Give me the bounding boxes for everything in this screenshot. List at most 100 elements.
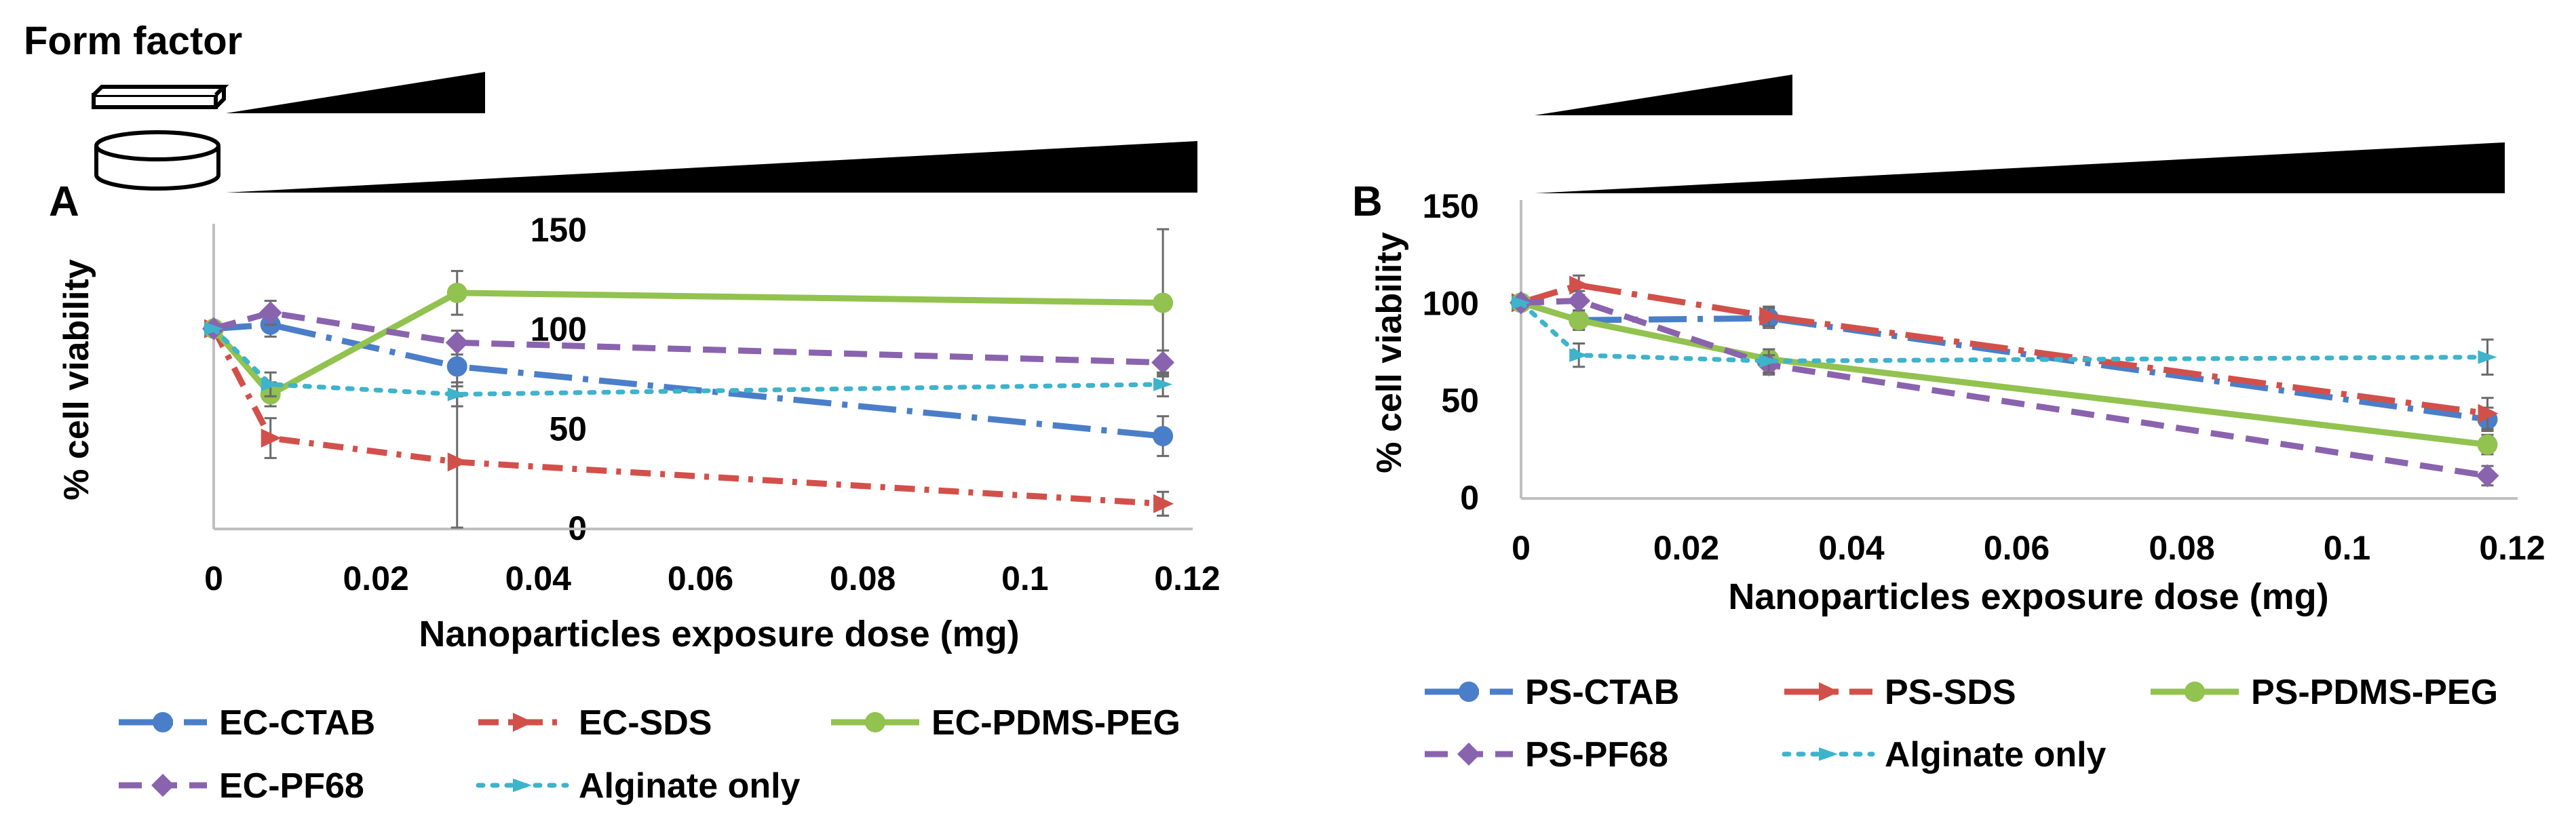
x-tick-label-b-6: 0.12 — [2479, 529, 2545, 567]
alginate-only-b-point-1 — [1569, 348, 1589, 362]
legend-label-ps-sds-b: PS-SDS — [1885, 673, 2016, 712]
ps-sds-b-line — [1520, 281, 2488, 417]
ps-pdms-peg-b-line — [1520, 300, 2488, 448]
legend-alginate-only-a-point-0 — [513, 779, 532, 792]
legend-ec-pdms-peg-a-point-0 — [865, 712, 885, 732]
x-tick-label-b-2: 0.04 — [1818, 529, 1885, 567]
x-tick-label-a-4: 0.08 — [830, 559, 896, 597]
ps-sds-b-point-3 — [2478, 404, 2499, 423]
alginate-only-a-point-0 — [204, 321, 223, 336]
legend-item-alginate-only-b: Alginate only — [1782, 735, 2107, 774]
alginate-only-a-point-3 — [1153, 377, 1173, 391]
legend-label-ec-ctab-a: EC-CTAB — [219, 703, 375, 743]
ec-ctab-a-point-3 — [1153, 426, 1174, 447]
panel-label-b: B — [1352, 178, 1383, 225]
y-tick-label-b-0: 0 — [1460, 479, 1479, 517]
legend-item-alginate-only-a: Alginate only — [476, 766, 801, 806]
legend-item-ps-sds-b: PS-SDS — [1784, 673, 2016, 712]
ec-pf68-a-point-3 — [1151, 351, 1175, 374]
x-tick-label-b-1: 0.02 — [1653, 529, 1719, 567]
x-tick-label-a-2: 0.04 — [505, 559, 572, 597]
legend-item-ec-pf68-a: EC-PF68 — [119, 766, 364, 806]
ec-sds-a-point-2 — [447, 452, 468, 472]
ec-sds-a-point-1 — [261, 429, 282, 448]
legend-item-ps-pf68-b: PS-PF68 — [1425, 735, 1668, 774]
ec-sds-a-line — [211, 327, 1164, 507]
series-ec-pdms-peg-a — [204, 228, 1174, 408]
legend-label-ps-ctab-b: PS-CTAB — [1525, 673, 1679, 712]
legend-item-ps-pdms-peg-b: PS-PDMS-PEG — [2151, 673, 2498, 712]
ec-sds-a-point-3 — [1153, 494, 1174, 513]
y-axis-label-b: % cell viability — [1370, 232, 1409, 473]
ps-pdms-peg-b-point-3 — [2477, 434, 2498, 455]
ps-pf68-b-point-3 — [2476, 464, 2499, 488]
x-tick-label-b-0: 0 — [1512, 529, 1531, 567]
legend-ps-sds-b-point-0 — [1819, 682, 1839, 701]
series-alginate-only-a — [204, 321, 1173, 408]
dose-wedge-cylinder-a — [226, 141, 1197, 193]
legend-item-ec-sds-a: EC-SDS — [478, 703, 712, 743]
legend-ec-sds-a-point-0 — [513, 713, 533, 732]
ec-pdms-peg-a-line — [211, 290, 1164, 399]
alginate-only-b-line — [1518, 300, 2490, 363]
ec-pf68-a-point-2 — [445, 331, 469, 355]
x-tick-label-a-0: 0 — [204, 559, 223, 597]
legend-label-alginate-only-a: Alginate only — [579, 766, 801, 806]
alginate-only-b-point-0 — [1512, 296, 1531, 310]
legend-item-ec-ctab-a: EC-CTAB — [119, 703, 375, 743]
legend-ps-pf68-b-point-0 — [1457, 743, 1480, 766]
cylinder-disc-icon — [94, 130, 220, 191]
ec-ctab-a-point-2 — [446, 356, 467, 377]
flat-slab-icon — [92, 85, 229, 109]
alginate-only-a-line — [211, 326, 1166, 397]
ps-sds-b-point-2 — [1759, 307, 1780, 326]
y-tick-label-a-3: 150 — [531, 211, 587, 249]
x-tick-label-b-5: 0.1 — [2324, 529, 2371, 567]
x-tick-label-b-4: 0.08 — [2149, 529, 2214, 567]
legend-item-ec-pdms-peg-a: EC-PDMS-PEG — [831, 703, 1180, 743]
series-alginate-only-b — [1512, 296, 2497, 376]
x-axis-label-a: Nanoparticles exposure dose (mg) — [419, 614, 1019, 654]
form-factor-label: Form factor — [24, 19, 242, 63]
dose-wedge-slab-b — [1535, 75, 1792, 115]
ec-pf68-a-point-1 — [258, 301, 282, 325]
alginate-only-b-point-2 — [1759, 354, 1779, 368]
legend-item-ps-ctab-b: PS-CTAB — [1425, 673, 1679, 712]
ps-pdms-peg-b-point-1 — [1569, 310, 1590, 331]
panel-b-chart: B % cell viability Nanoparticles exposur… — [1352, 178, 2545, 774]
ps-pf68-b-point-1 — [1567, 289, 1591, 313]
x-axis-label-b: Nanoparticles exposure dose (mg) — [1728, 576, 2328, 617]
x-tick-label-a-5: 0.1 — [1001, 559, 1049, 597]
legend-ec-pf68-a-point-0 — [151, 774, 174, 797]
panel-a-chart: A % cell viability Nanoparticles exposur… — [49, 178, 1220, 806]
x-tick-label-a-1: 0.02 — [343, 559, 409, 597]
legend-alginate-only-b-point-0 — [1819, 747, 1838, 761]
y-tick-label-b-1: 50 — [1441, 382, 1479, 420]
y-tick-label-a-1: 50 — [549, 410, 587, 448]
legend-label-ec-pf68-a: EC-PF68 — [219, 766, 364, 806]
legend-ec-ctab-a-point-0 — [153, 712, 173, 732]
legend-label-alginate-only-b: Alginate only — [1885, 735, 2107, 774]
series-ec-ctab-a — [204, 311, 1174, 457]
legend-label-ps-pdms-peg-b: PS-PDMS-PEG — [2251, 673, 2498, 712]
legend-ps-ctab-b-point-0 — [1459, 682, 1479, 702]
x-tick-label-a-6: 0.12 — [1154, 559, 1220, 597]
ec-pdms-peg-a-point-2 — [446, 282, 467, 303]
alginate-only-a-point-1 — [261, 377, 280, 391]
dose-wedge-slab-a — [226, 72, 485, 113]
ec-pdms-peg-a-point-3 — [1153, 292, 1174, 313]
x-tick-label-b-3: 0.06 — [1984, 529, 2050, 567]
alginate-only-b-point-3 — [2478, 350, 2497, 364]
ps-sds-b-point-1 — [1569, 275, 1590, 295]
y-axis-label-a: % cell viability — [57, 259, 96, 500]
ec-pf68-a-line — [212, 309, 1164, 366]
dose-wedge-cylinder-b — [1535, 142, 2505, 193]
ps-pf68-b-line — [1520, 297, 2488, 479]
ec-ctab-a-line — [213, 321, 1164, 439]
legend-label-ec-pdms-peg-a: EC-PDMS-PEG — [931, 703, 1180, 743]
alginate-only-a-point-2 — [447, 387, 467, 401]
panel-label-a: A — [49, 178, 79, 225]
legend-label-ps-pf68-b: PS-PF68 — [1525, 735, 1668, 774]
series-ec-pf68-a — [202, 300, 1175, 376]
